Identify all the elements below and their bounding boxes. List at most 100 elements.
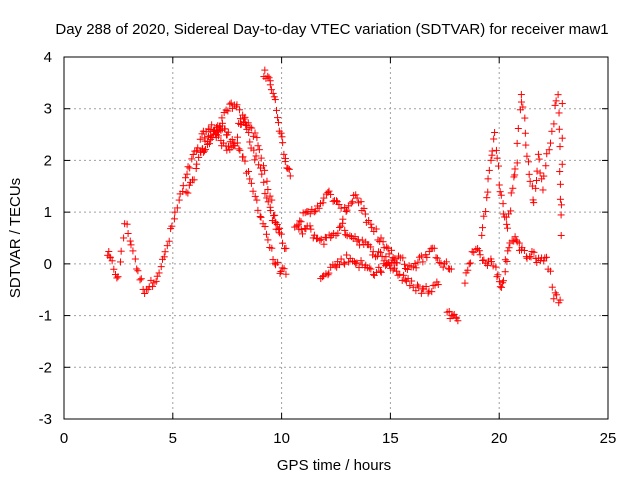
track-a-point — [246, 175, 254, 183]
track-g-point — [377, 268, 385, 276]
track-d-point — [277, 129, 285, 137]
track-b-point — [264, 198, 272, 206]
track-a-point — [235, 145, 243, 153]
y-tick-label: 0 — [44, 256, 52, 273]
track-b-point — [251, 156, 259, 164]
track-d-point — [265, 74, 273, 82]
track-a-point — [251, 192, 259, 200]
track-g-point — [319, 273, 327, 281]
track-i-point — [465, 260, 473, 268]
track-a-point — [247, 179, 255, 187]
track-g-point — [325, 269, 333, 277]
track-a-point — [152, 277, 160, 285]
track-d-point — [281, 158, 289, 166]
track-e-point — [297, 218, 305, 226]
track-c-point — [213, 128, 221, 136]
track-a-point — [141, 290, 149, 298]
track-j-point — [556, 195, 564, 203]
track-d-point — [278, 133, 286, 141]
track-a-point — [131, 255, 139, 263]
track-c-point — [257, 154, 265, 162]
track-f-point — [339, 219, 347, 227]
track-b-point — [193, 160, 201, 168]
track-j-point — [492, 146, 500, 154]
track-d-point — [269, 89, 277, 97]
track-b-point — [182, 188, 190, 196]
track-j-point — [478, 231, 486, 239]
track-f-point — [428, 288, 436, 296]
track-c-point — [201, 147, 209, 155]
track-g-point — [435, 259, 443, 267]
track-h-point — [445, 307, 453, 315]
track-j-point — [495, 181, 503, 189]
track-a-point — [204, 125, 212, 133]
track-a-point — [160, 253, 168, 261]
track-i-point — [475, 247, 483, 255]
track-j-point — [513, 159, 521, 167]
track-d-point — [274, 119, 282, 127]
track-f-point — [337, 222, 345, 230]
track-i-point — [556, 296, 564, 304]
track-a-point — [224, 128, 232, 136]
track-j-point — [514, 125, 522, 133]
track-c-point — [237, 120, 245, 128]
track-e-point — [320, 194, 328, 202]
track-e-point — [325, 187, 333, 195]
track-j-point — [523, 152, 531, 160]
track-j-point — [521, 114, 529, 122]
track-b-point — [216, 123, 224, 131]
track-i-point — [461, 279, 469, 287]
track-a-point — [228, 135, 236, 143]
track-g-point — [343, 251, 351, 259]
track-c-point — [249, 132, 257, 140]
track-c-point — [264, 186, 272, 194]
track-a-point — [236, 146, 244, 154]
track-i-point — [480, 256, 488, 264]
track-j-point — [533, 167, 541, 175]
track-i-point — [541, 254, 549, 262]
track-c-point — [210, 130, 218, 138]
track-i-point — [551, 289, 559, 297]
track-i-point — [495, 278, 503, 286]
track-f-point — [342, 231, 350, 239]
track-a-point — [110, 265, 118, 273]
track-j-point — [484, 188, 492, 196]
track-a-point — [256, 213, 264, 221]
track-j-point — [513, 139, 521, 147]
track-a-point — [239, 153, 247, 161]
track-j-point — [483, 194, 491, 202]
track-a-point — [194, 144, 202, 152]
track-a-point — [208, 121, 216, 129]
track-a-point — [193, 147, 201, 155]
track-i-point — [527, 253, 535, 261]
track-f-point — [400, 271, 408, 279]
track-i-point — [501, 268, 509, 276]
track-f-point — [307, 225, 315, 233]
track-e-point — [372, 225, 380, 233]
track-g-point — [382, 262, 390, 270]
track-d-point — [274, 114, 282, 122]
track-j-point — [526, 177, 534, 185]
track-j-point — [557, 211, 565, 219]
track-j-point — [555, 109, 563, 117]
track-c-point — [253, 134, 261, 142]
track-j-point — [555, 125, 563, 133]
track-g-point — [353, 259, 361, 267]
track-b-point — [218, 119, 226, 127]
track-j-point — [487, 156, 495, 164]
track-b-point — [267, 207, 275, 215]
y-tick-label: -2 — [39, 359, 52, 376]
track-i-point — [464, 266, 472, 274]
track-a-point — [257, 213, 265, 221]
y-tick-label: 3 — [44, 101, 52, 118]
data-points — [104, 66, 566, 325]
track-d-point — [264, 72, 272, 80]
track-a-point — [262, 230, 270, 238]
track-g-point — [423, 253, 431, 261]
track-j-point — [517, 91, 525, 99]
track-a-point — [168, 222, 176, 230]
track-i-point — [472, 245, 480, 253]
track-b-point — [222, 106, 230, 114]
track-a-point — [173, 204, 181, 212]
track-j-point — [558, 100, 566, 108]
